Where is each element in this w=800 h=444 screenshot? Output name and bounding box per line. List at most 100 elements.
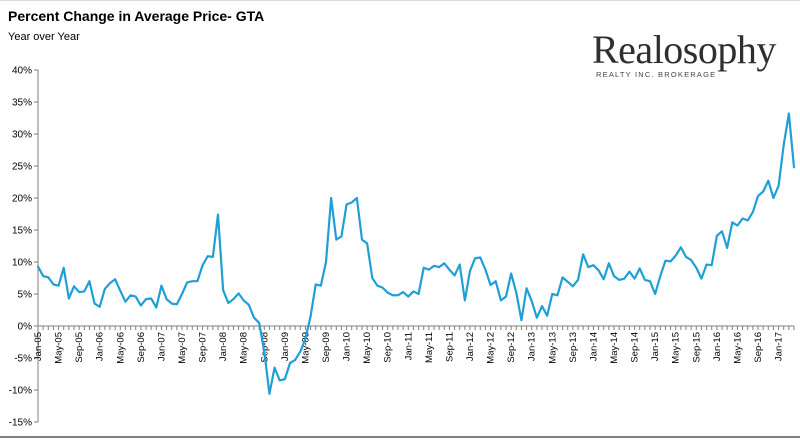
data-point <box>695 267 697 269</box>
data-point <box>145 298 147 300</box>
data-point <box>335 238 337 240</box>
data-point <box>500 299 502 301</box>
data-point <box>191 280 193 282</box>
data-point <box>474 257 476 259</box>
x-tick-label: Jan-06 <box>95 332 106 361</box>
data-point <box>515 292 517 294</box>
data-point <box>428 268 430 270</box>
data-point <box>577 279 579 281</box>
data-point <box>407 295 409 297</box>
data-point <box>721 230 723 232</box>
y-tick-label: -15% <box>9 418 32 429</box>
data-point <box>613 275 615 277</box>
data-point <box>135 295 137 297</box>
data-point <box>78 291 80 293</box>
data-point <box>525 287 527 289</box>
y-tick-label: 40% <box>12 66 32 77</box>
data-point <box>618 279 620 281</box>
data-point <box>505 295 507 297</box>
realosophy-logo: Realosophy REALTY INC. BROKERAGE <box>592 30 792 80</box>
data-point <box>402 291 404 293</box>
x-tick-label: Sep-09 <box>321 332 332 363</box>
y-tick-label: -10% <box>9 386 32 397</box>
data-point <box>196 280 198 282</box>
x-tick-label: Sep-14 <box>630 332 641 363</box>
data-point <box>644 279 646 281</box>
data-point <box>160 284 162 286</box>
x-tick-label: May-11 <box>424 332 435 363</box>
x-tick-label: May-10 <box>362 332 373 364</box>
y-tick-label: 20% <box>12 194 32 205</box>
x-tick-label: Sep-11 <box>444 332 455 362</box>
data-point <box>186 281 188 283</box>
data-point <box>222 289 224 291</box>
data-point <box>279 379 281 381</box>
data-point <box>258 322 260 324</box>
data-point <box>788 112 790 114</box>
data-point <box>453 274 455 276</box>
data-point <box>757 195 759 197</box>
data-point <box>237 292 239 294</box>
data-point <box>387 292 389 294</box>
data-point <box>207 255 209 257</box>
data-point <box>155 306 157 308</box>
x-tick-label: May-13 <box>547 332 558 364</box>
data-point <box>669 260 671 262</box>
x-tick-label: May-15 <box>671 332 682 364</box>
data-point <box>762 190 764 192</box>
data-point <box>201 264 203 266</box>
x-tick-label: Sep-08 <box>259 332 270 363</box>
data-point <box>793 166 795 168</box>
data-point <box>284 378 286 380</box>
data-point <box>42 275 44 277</box>
data-point <box>212 256 214 258</box>
x-tick-label: Sep-12 <box>506 332 517 363</box>
x-tick-label: Jan-10 <box>342 332 353 361</box>
data-point <box>150 297 152 299</box>
data-point <box>232 298 234 300</box>
data-point <box>741 217 743 219</box>
data-point <box>777 185 779 187</box>
data-point <box>659 275 661 277</box>
data-point <box>531 300 533 302</box>
x-tick-label: Jan-05 <box>33 332 44 361</box>
series-line-price-change <box>36 112 796 395</box>
data-point <box>680 246 682 248</box>
data-point <box>171 302 173 304</box>
data-point <box>603 278 605 280</box>
data-point <box>654 293 656 295</box>
x-tick-label: May-12 <box>486 332 497 364</box>
data-point <box>520 319 522 321</box>
data-point <box>253 316 255 318</box>
data-point <box>536 316 538 318</box>
x-tick-label: Jan-14 <box>588 332 599 361</box>
data-point <box>489 284 491 286</box>
x-tick-label: Jan-16 <box>712 332 723 361</box>
data-point <box>68 297 70 299</box>
data-point <box>664 260 666 262</box>
logo-tagline: REALTY INC. BROKERAGE <box>596 70 717 79</box>
x-tick-label: Sep-05 <box>74 332 85 363</box>
data-point <box>675 254 677 256</box>
data-point <box>181 293 183 295</box>
x-tick-label: Sep-06 <box>136 332 147 363</box>
data-point <box>597 269 599 271</box>
data-point <box>93 302 95 304</box>
data-point <box>700 277 702 279</box>
data-point <box>783 144 785 146</box>
data-point <box>633 277 635 279</box>
data-point <box>273 366 275 368</box>
data-point <box>448 268 450 270</box>
data-point <box>459 263 461 265</box>
data-point <box>592 264 594 266</box>
x-tick-label: May-14 <box>609 332 620 364</box>
data-point <box>649 280 651 282</box>
data-point <box>376 284 378 286</box>
x-tick-label: Sep-16 <box>753 332 764 363</box>
data-point <box>685 256 687 258</box>
data-point <box>371 277 373 279</box>
x-tick-label: Jan-09 <box>280 332 291 361</box>
y-tick-label: -5% <box>14 354 32 365</box>
data-point <box>340 235 342 237</box>
